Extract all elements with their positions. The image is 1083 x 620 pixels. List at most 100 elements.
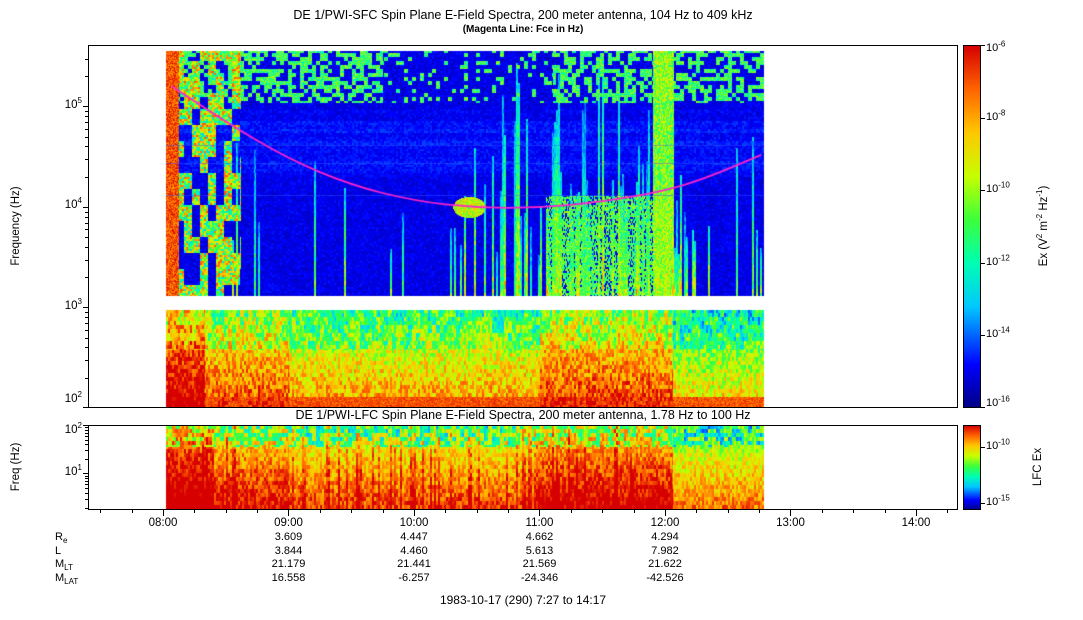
x-axis-tick-label: 09:00 bbox=[274, 517, 303, 529]
lfc-title: DE 1/PWI-LFC Spin Plane E-Field Spectra,… bbox=[295, 408, 751, 422]
x-axis-tick-label: 08:00 bbox=[148, 517, 178, 529]
sfc-y-minor-tick bbox=[85, 312, 88, 314]
x-axis-tick bbox=[915, 510, 917, 516]
sfc-y-minor-tick bbox=[85, 329, 88, 331]
sfc-y-minor-tick bbox=[85, 229, 88, 231]
x-axis-tick bbox=[539, 510, 540, 516]
x-axis-minor-tick bbox=[884, 510, 886, 513]
sfc-y-minor-tick bbox=[85, 317, 88, 319]
sfc-colorbar-tick bbox=[981, 190, 985, 192]
lfc-colorbar-tick bbox=[981, 503, 985, 505]
sfc-y-tick bbox=[83, 106, 88, 107]
ephemeris-row-label-MLT: MLT bbox=[55, 558, 73, 573]
lfc-y-minor-tick bbox=[85, 478, 88, 480]
sfc-y-minor-tick bbox=[85, 246, 88, 248]
lfc-colorbar-label: LFC Ex bbox=[1032, 447, 1044, 487]
x-axis-minor-tick bbox=[194, 510, 196, 513]
lfc-y-minor-tick bbox=[85, 488, 88, 490]
sfc-y-minor-tick bbox=[85, 347, 88, 349]
x-axis-tick-label: 13:00 bbox=[776, 517, 805, 529]
sfc-colorbar-tick bbox=[981, 117, 985, 119]
x-axis-minor-tick bbox=[853, 510, 855, 513]
x-axis-tick bbox=[790, 510, 791, 516]
sfc-y-minor-tick bbox=[85, 360, 88, 362]
sfc-y-minor-tick bbox=[85, 116, 88, 118]
sfc-y-minor-tick bbox=[85, 211, 88, 213]
ephemeris-row-label-MLAT: MLAT bbox=[55, 571, 79, 586]
lfc-y-minor-tick bbox=[85, 444, 88, 446]
lfc-y-minor-tick bbox=[85, 439, 88, 441]
sfc-y-minor-tick bbox=[85, 146, 88, 148]
lfc-y-minor-tick bbox=[85, 435, 88, 437]
sfc-spectrogram-canvas bbox=[88, 45, 958, 408]
ephemeris-value-MLT-0: 21.179 bbox=[271, 558, 306, 570]
ephemeris-row-label-L: L bbox=[55, 544, 62, 557]
sfc-colorbar-tick bbox=[981, 335, 985, 337]
lfc-y-tick-label: 102 bbox=[64, 421, 82, 436]
lfc-colorbar-tick-label: 10-10 bbox=[986, 437, 1010, 453]
sfc-y-minor-tick bbox=[85, 337, 88, 339]
sfc-y-minor-tick bbox=[85, 222, 88, 224]
sfc-colorbar-tick-label: 10-6 bbox=[986, 39, 1006, 54]
x-axis-tick-label: 12:00 bbox=[650, 517, 680, 529]
ephemeris-value-Re-0: 3.609 bbox=[274, 531, 303, 543]
x-axis-tick bbox=[664, 510, 666, 516]
x-axis-minor-tick bbox=[257, 510, 259, 513]
ephemeris-value-MLAT-1: -6.257 bbox=[398, 571, 430, 584]
x-axis-minor-tick bbox=[351, 510, 353, 513]
lfc-y-minor-tick bbox=[85, 432, 88, 434]
sfc-y-minor-tick bbox=[85, 377, 88, 379]
sfc-y-minor-tick bbox=[85, 176, 88, 178]
x-axis-minor-tick bbox=[508, 510, 510, 513]
sfc-y-minor-tick bbox=[85, 58, 88, 60]
x-axis-minor-tick bbox=[696, 510, 698, 513]
sfc-colorbar-tick bbox=[981, 45, 985, 46]
sfc-y-minor-tick bbox=[85, 323, 88, 325]
sfc-ylabel: Frequency (Hz) bbox=[10, 186, 22, 266]
sfc-colorbar-tick bbox=[981, 407, 985, 408]
sfc-y-minor-tick bbox=[85, 76, 88, 78]
x-axis-minor-tick bbox=[821, 510, 823, 513]
sfc-y-minor-tick bbox=[85, 122, 88, 124]
sfc-colorbar-label: Ex (V2 m-2 Hz-1) bbox=[1035, 185, 1050, 267]
x-axis-minor-tick bbox=[727, 510, 729, 513]
x-axis-minor-tick bbox=[759, 510, 761, 513]
ephemeris-value-MLAT-2: -24.346 bbox=[520, 571, 559, 584]
sfc-y-minor-tick bbox=[85, 277, 88, 279]
x-axis-tick bbox=[162, 510, 164, 516]
lfc-colorbar-tick bbox=[981, 447, 985, 449]
ephemeris-value-MLT-1: 21.441 bbox=[397, 558, 431, 570]
sfc-colorbar-tick bbox=[981, 262, 985, 264]
sfc-colorbar-tick-label: 10-12 bbox=[986, 253, 1010, 268]
lfc-y-minor-tick bbox=[85, 492, 88, 494]
lfc-y-tick bbox=[83, 473, 88, 475]
lfc-y-minor-tick bbox=[85, 427, 88, 429]
lfc-y-minor-tick bbox=[85, 458, 88, 460]
sfc-y-tick-label: 103 bbox=[64, 296, 82, 312]
ephemeris-value-MLT-3: 21.622 bbox=[648, 558, 682, 570]
sfc-y-tick bbox=[83, 406, 88, 408]
ephemeris-value-Re-3: 4.294 bbox=[651, 531, 679, 543]
lfc-colorbar-canvas bbox=[963, 425, 981, 510]
sfc-colorbar-tick-label: 10-16 bbox=[986, 394, 1010, 409]
footer-caption: 1983-10-17 (290) 7:27 to 14:17 bbox=[439, 593, 607, 607]
sfc-y-tick bbox=[83, 206, 88, 208]
sfc-colorbar-tick-label: 10-10 bbox=[986, 180, 1010, 196]
x-axis-minor-tick bbox=[445, 510, 447, 513]
x-axis-tick-label: 11:00 bbox=[525, 517, 554, 529]
x-axis-minor-tick bbox=[319, 510, 321, 513]
ephemeris-row-label-Re: Re bbox=[55, 531, 68, 546]
sfc-y-tick-label: 104 bbox=[64, 196, 82, 211]
x-axis-minor-tick bbox=[100, 510, 102, 513]
sfc-y-minor-tick bbox=[85, 237, 88, 239]
sfc-y-minor-tick bbox=[85, 216, 88, 218]
sfc-y-minor-tick bbox=[85, 111, 88, 113]
lfc-y-minor-tick bbox=[85, 481, 88, 483]
x-axis-minor-tick bbox=[225, 510, 227, 513]
lfc-spectrogram-canvas bbox=[88, 425, 958, 510]
sfc-title: DE 1/PWI-SFC Spin Plane E-Field Spectra,… bbox=[293, 8, 753, 22]
sfc-colorbar-tick-label: 10-8 bbox=[986, 107, 1006, 123]
ephemeris-value-Re-2: 4.662 bbox=[525, 531, 554, 543]
ephemeris-value-MLT-2: 21.569 bbox=[522, 558, 557, 570]
